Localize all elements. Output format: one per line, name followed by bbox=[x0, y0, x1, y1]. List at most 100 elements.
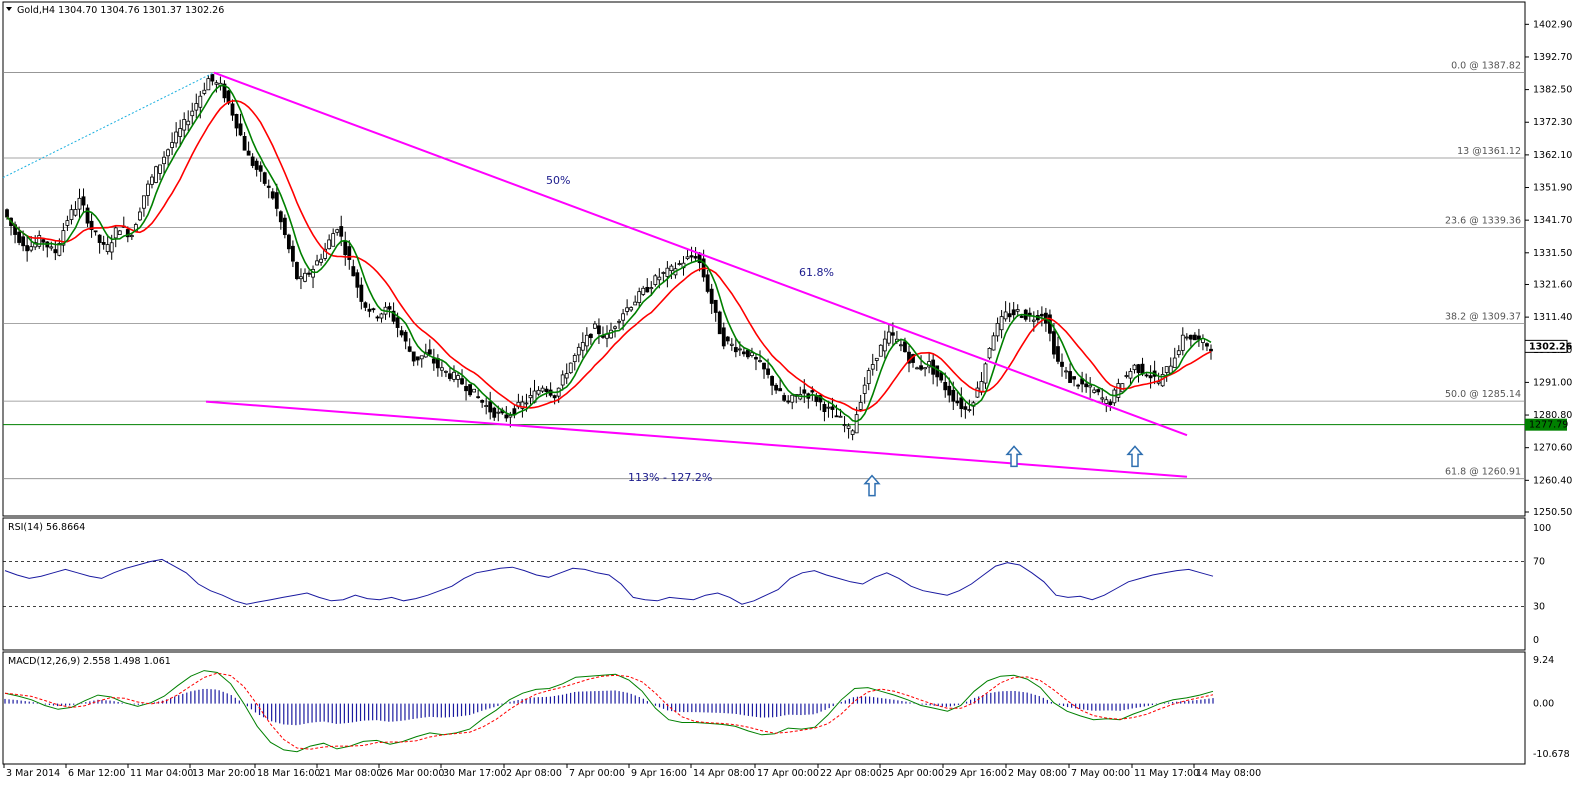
candle-body bbox=[331, 233, 336, 247]
price-axis: 1402.90 1392.70 1382.50 1372.30 1362.10 1351.… bbox=[1524, 19, 1573, 760]
price-tick-label: 1250.50 bbox=[1533, 507, 1572, 518]
candle-body bbox=[741, 351, 746, 355]
candle-body bbox=[568, 362, 573, 374]
macd-tick-label: -10.678 bbox=[1533, 749, 1570, 760]
candle-body bbox=[737, 348, 742, 351]
candle-body bbox=[754, 357, 758, 360]
candle-body bbox=[319, 258, 323, 263]
candle-body bbox=[355, 272, 360, 288]
candle-body bbox=[1072, 376, 1076, 380]
candle-body bbox=[774, 384, 779, 391]
candle-body bbox=[597, 325, 601, 335]
candle-body bbox=[790, 394, 795, 403]
candle-body bbox=[923, 367, 927, 370]
candle-body bbox=[870, 364, 875, 370]
candle-body bbox=[854, 414, 859, 434]
candle-body bbox=[850, 430, 855, 435]
candle-body bbox=[166, 149, 170, 157]
rsi-title: RSI(14) 56.8664 bbox=[8, 522, 85, 533]
candle-body bbox=[947, 385, 952, 396]
candle-body bbox=[1132, 364, 1137, 371]
candle-body bbox=[238, 123, 243, 136]
candle-body bbox=[1180, 334, 1185, 351]
candle-body bbox=[89, 220, 94, 231]
candle-body bbox=[995, 323, 1000, 337]
time-tick-label: 3 Mar 2014 bbox=[6, 768, 60, 779]
candle-body bbox=[137, 211, 142, 221]
candle-body bbox=[536, 389, 541, 395]
candle-body bbox=[890, 332, 895, 336]
candle-body bbox=[278, 211, 283, 223]
candle-body bbox=[427, 349, 432, 355]
candle-body bbox=[1104, 399, 1109, 404]
collapse-triangle-icon[interactable] bbox=[6, 7, 12, 11]
candle-body bbox=[665, 267, 670, 277]
candle-body bbox=[307, 272, 311, 275]
fib-level-label: 61.8 @ 1260.91 bbox=[1445, 467, 1521, 478]
candle-body bbox=[641, 287, 646, 295]
candle-body bbox=[476, 396, 481, 399]
candle-body bbox=[713, 299, 718, 313]
macd-tick-label: 0.00 bbox=[1533, 699, 1554, 710]
candle-body bbox=[101, 242, 106, 245]
price-tick-label: 1331.50 bbox=[1533, 248, 1572, 259]
candle-body bbox=[661, 272, 666, 274]
time-tick-label: 2 May 08:00 bbox=[1008, 768, 1067, 779]
time-tick-label: 21 Mar 08:00 bbox=[319, 768, 382, 779]
candle-body bbox=[645, 286, 650, 293]
candle-body bbox=[93, 230, 98, 233]
candle-body bbox=[560, 374, 565, 386]
lower-trendline bbox=[205, 400, 1188, 478]
candle-body bbox=[311, 268, 315, 278]
candle-body bbox=[262, 172, 267, 184]
fib-level-label: 23.6 @ 1339.36 bbox=[1445, 216, 1521, 227]
candle-body bbox=[943, 381, 948, 391]
time-tick-label: 14 May 08:00 bbox=[1196, 768, 1261, 779]
candle-body bbox=[407, 346, 412, 352]
candle-body bbox=[1124, 375, 1129, 377]
price-tick-label: 1291.00 bbox=[1533, 377, 1572, 388]
candle-body bbox=[802, 389, 807, 394]
candle-body bbox=[73, 209, 78, 216]
time-tick-label: 30 Mar 17:00 bbox=[443, 768, 506, 779]
candle-body bbox=[69, 209, 74, 220]
candle-body bbox=[1128, 371, 1133, 379]
candle-body bbox=[456, 375, 460, 380]
candle-body bbox=[1003, 311, 1008, 320]
candle-body bbox=[174, 131, 179, 144]
candle-body bbox=[5, 209, 9, 218]
candle-body bbox=[343, 240, 348, 256]
candle-body bbox=[1116, 383, 1121, 398]
candle-body bbox=[395, 317, 400, 328]
fib-level-label: 13 @1361.12 bbox=[1457, 146, 1521, 157]
candle-body bbox=[520, 401, 525, 409]
candle-body bbox=[29, 246, 34, 251]
candle-body bbox=[496, 411, 501, 414]
candle-body bbox=[222, 83, 227, 99]
candle-body bbox=[609, 329, 613, 339]
macd-tick-label: 9.24 bbox=[1533, 655, 1554, 666]
candle-body bbox=[387, 306, 392, 310]
candle-body bbox=[53, 249, 58, 254]
support-price-label: 1277.79 bbox=[1529, 420, 1568, 431]
time-tick-label: 14 Apr 08:00 bbox=[693, 768, 755, 779]
candle-body bbox=[49, 246, 54, 249]
rsi-panel-frame bbox=[2, 517, 1526, 651]
candle-body bbox=[746, 349, 750, 358]
candle-body bbox=[154, 166, 158, 183]
candle-body bbox=[335, 229, 340, 233]
candle-body bbox=[584, 334, 589, 347]
candle-body bbox=[834, 415, 839, 418]
candle-body bbox=[838, 415, 843, 418]
candle-body bbox=[588, 333, 593, 339]
fib-level-label: 50.0 @ 1285.14 bbox=[1445, 389, 1521, 400]
price-tick-label: 1270.60 bbox=[1533, 443, 1572, 454]
candle-body bbox=[33, 242, 38, 248]
candle-body bbox=[190, 110, 195, 117]
candle-body bbox=[363, 302, 368, 308]
rsi-tick-label: 100 bbox=[1533, 523, 1551, 534]
candle-body bbox=[367, 308, 372, 312]
annotation-50: 50% bbox=[546, 174, 570, 187]
candle-body bbox=[1019, 315, 1024, 318]
candle-body bbox=[431, 358, 436, 364]
